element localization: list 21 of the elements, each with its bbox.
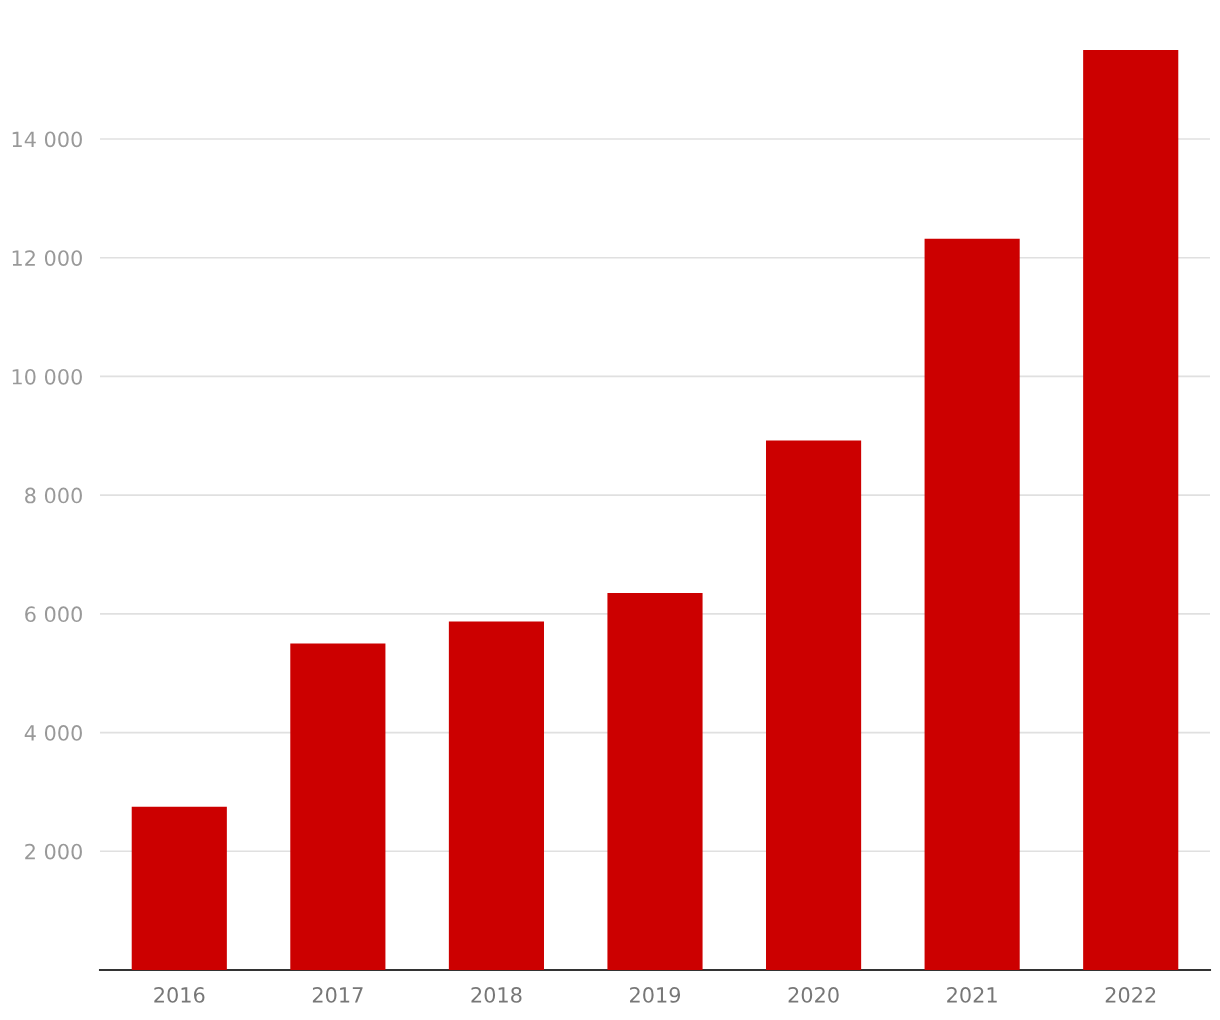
x-tick-label: 2017: [312, 987, 363, 1003]
bar: [607, 593, 703, 970]
y-tick-label: 14 000: [12, 131, 82, 148]
bar: [766, 440, 862, 970]
y-tick-label: 6 000: [25, 606, 82, 623]
y-tick-label: 8 000: [25, 487, 82, 504]
y-tick-label: 2 000: [25, 843, 82, 860]
bar: [448, 621, 544, 970]
bar: [924, 238, 1020, 970]
x-tick-label: 2019: [630, 987, 681, 1003]
bar: [1083, 50, 1179, 970]
x-tick-label: 2016: [154, 987, 205, 1003]
y-tick-label: 12 000: [12, 250, 82, 266]
bar: [131, 806, 227, 970]
y-tick-label: 10 000: [12, 368, 82, 385]
x-tick-label: 2018: [471, 987, 522, 1003]
y-tick-label: 4 000: [24, 725, 82, 741]
x-tick-label: 2022: [1105, 987, 1156, 1003]
x-tick-label: 2020: [788, 987, 839, 1003]
x-tick-label: 2021: [947, 987, 997, 1003]
bar: [290, 643, 386, 970]
